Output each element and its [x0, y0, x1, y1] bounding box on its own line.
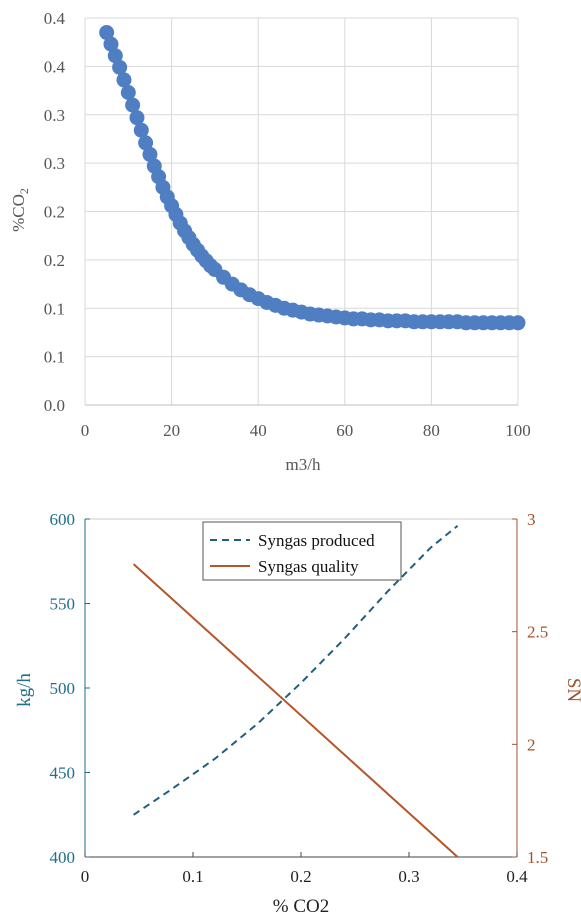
chart1-y-axis-label-subscript: 2: [17, 188, 31, 194]
chart1-y-tick-labels: 0.0 0.1 0.1 0.2 0.2 0.3 0.3 0.4 0.4: [44, 9, 66, 415]
y-tick-label: 0.4: [44, 9, 66, 28]
chart2-left-y-axis-label: kg/h: [14, 673, 35, 707]
series-syngas-produced-line: [133, 525, 459, 816]
y-tick-label: 0.2: [44, 251, 65, 270]
scatter-point: [116, 72, 132, 88]
series-syngas-quality-line: [132, 563, 459, 858]
scatter-point: [120, 84, 136, 100]
chart2-left-y-tick-labels: 400 450 500 550 600: [50, 510, 76, 867]
right-y-tick-label: 2.5: [527, 623, 548, 642]
y-tick-label: 0.1: [44, 299, 65, 318]
syngas-vs-co2-line-chart: 0 0.1 0.2 0.3 0.4 400 450 500 550 600 1.5 2 2.5 3 %…: [14, 510, 581, 917]
scatter-point: [129, 110, 145, 126]
left-y-tick-label: 600: [50, 510, 76, 529]
y-tick-label: 0.3: [44, 106, 65, 125]
right-y-tick-label: 2: [527, 735, 536, 754]
co2-vs-flow-scatter-chart: 0 20 40 60 80 100 0.0 0.1 0.1 0.2 0.2 0.3 0.3 0.4 0.4…: [9, 9, 531, 474]
chart1-y-axis-label-main: %CO: [9, 194, 28, 232]
chart1-y-axis-label: %CO2: [9, 188, 31, 232]
chart2-x-axis-label: % CO2: [273, 896, 329, 917]
chart1-x-tick-labels: 0 20 40 60 80 100: [81, 421, 531, 440]
chart2-right-y-axis-label: SN: [563, 678, 581, 703]
x-tick-label: 0: [81, 421, 90, 440]
chart2-legend: Syngas produced Syngas quality: [202, 521, 402, 581]
y-tick-label: 0.4: [44, 57, 66, 76]
left-y-tick-label: 450: [50, 764, 76, 783]
chart2-axes: [84, 518, 518, 858]
chart1-x-axis-label: m3/h: [286, 455, 321, 474]
chart1-scatter-points: [99, 25, 526, 331]
scatter-point: [103, 36, 119, 52]
scatter-point: [112, 59, 128, 75]
left-y-tick-label: 550: [50, 595, 76, 614]
y-tick-label: 0.1: [44, 348, 65, 367]
scatter-point: [99, 25, 115, 41]
x-tick-label: 0.4: [506, 867, 528, 886]
scatter-point: [107, 48, 123, 64]
left-y-tick-label: 500: [50, 679, 76, 698]
chart2-x-tick-labels: 0 0.1 0.2 0.3 0.4: [81, 867, 528, 886]
y-tick-label: 0.3: [44, 154, 65, 173]
x-tick-label: 0: [81, 867, 90, 886]
x-tick-label: 100: [505, 421, 531, 440]
chart2-right-y-tick-labels: 1.5 2 2.5 3: [527, 510, 548, 867]
y-tick-label: 0.2: [44, 203, 65, 222]
legend-label-syngas-quality: Syngas quality: [258, 557, 359, 576]
x-tick-label: 60: [336, 421, 353, 440]
x-tick-label: 0.3: [398, 867, 419, 886]
scatter-point: [510, 315, 526, 331]
scatter-point: [125, 97, 141, 113]
x-tick-label: 40: [250, 421, 267, 440]
scatter-point: [133, 122, 149, 138]
right-y-tick-label: 1.5: [527, 848, 548, 867]
legend-label-syngas-produced: Syngas produced: [258, 531, 375, 550]
chart2-series: [132, 525, 459, 858]
x-tick-label: 20: [163, 421, 180, 440]
right-y-tick-label: 3: [527, 510, 536, 529]
legend-box: [202, 521, 402, 581]
left-y-tick-label: 400: [50, 848, 76, 867]
scatter-point: [138, 135, 154, 151]
scatter-point: [142, 146, 158, 162]
x-tick-label: 0.1: [182, 867, 203, 886]
x-tick-label: 80: [423, 421, 440, 440]
x-tick-label: 0.2: [290, 867, 311, 886]
chart1-gridlines: [84, 17, 519, 406]
y-tick-label: 0.0: [44, 396, 65, 415]
